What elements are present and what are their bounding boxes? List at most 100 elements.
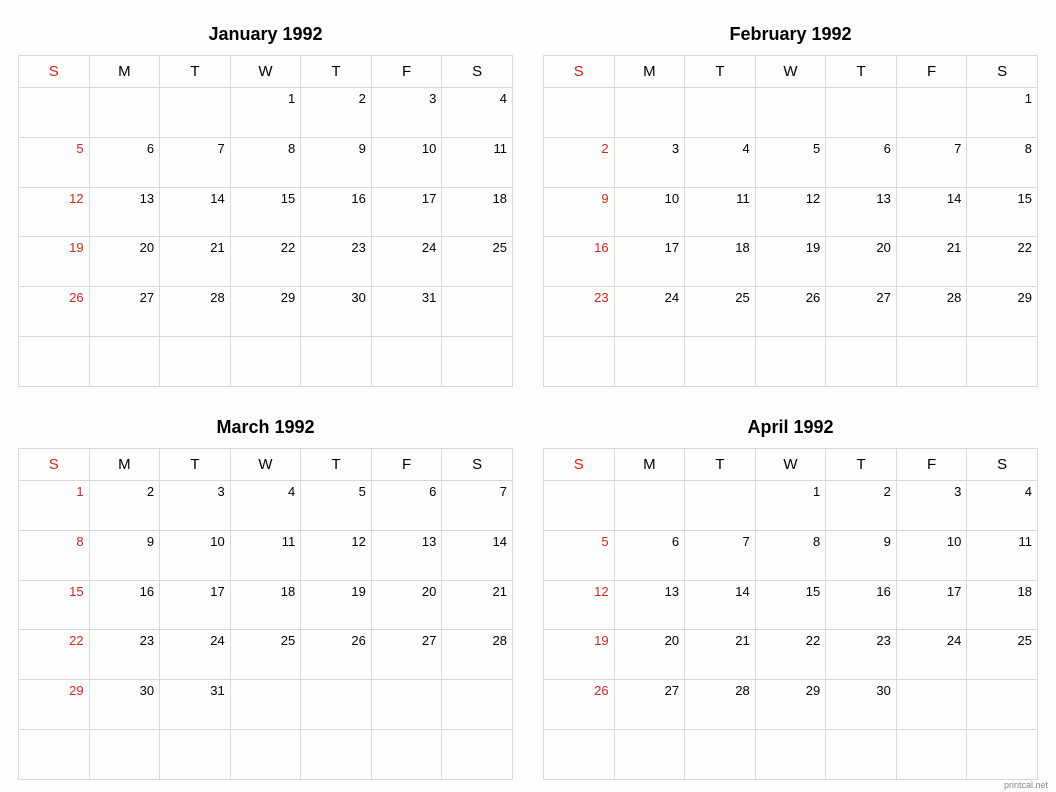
day-cell [301, 730, 372, 780]
day-cell: 13 [826, 187, 897, 237]
day-cell: 22 [230, 237, 301, 287]
day-cell: 17 [614, 237, 685, 287]
day-header: W [230, 449, 301, 481]
day-cell [896, 680, 967, 730]
day-cell [967, 730, 1038, 780]
day-cell [826, 730, 897, 780]
day-cell [614, 88, 685, 138]
day-cell: 11 [442, 137, 513, 187]
month-title: February 1992 [543, 18, 1038, 55]
day-cell: 24 [371, 237, 442, 287]
day-cell [230, 680, 301, 730]
day-cell [230, 337, 301, 387]
day-cell: 16 [301, 187, 372, 237]
month-march: March 1992 S M T W T F S 1234567 8910111… [18, 411, 513, 780]
day-cell [614, 481, 685, 531]
day-cell [19, 88, 90, 138]
day-cell: 9 [301, 137, 372, 187]
day-cell: 20 [371, 580, 442, 630]
day-cell [442, 337, 513, 387]
day-cell: 18 [442, 187, 513, 237]
day-cell: 30 [826, 680, 897, 730]
day-header: T [160, 56, 231, 88]
day-cell: 26 [19, 287, 90, 337]
day-cell: 9 [89, 530, 160, 580]
day-cell [755, 337, 826, 387]
day-cell: 26 [755, 287, 826, 337]
day-cell: 20 [826, 237, 897, 287]
day-header: S [442, 449, 513, 481]
day-cell: 11 [967, 530, 1038, 580]
day-cell [755, 730, 826, 780]
day-cell [896, 730, 967, 780]
day-cell: 1 [755, 481, 826, 531]
day-cell: 11 [230, 530, 301, 580]
day-cell: 25 [967, 630, 1038, 680]
day-cell: 19 [755, 237, 826, 287]
day-cell: 31 [371, 287, 442, 337]
day-cell: 25 [685, 287, 756, 337]
day-cell [685, 481, 756, 531]
day-cell: 24 [614, 287, 685, 337]
day-cell: 2 [544, 137, 615, 187]
day-cell: 4 [967, 481, 1038, 531]
day-cell: 18 [230, 580, 301, 630]
day-cell: 3 [160, 481, 231, 531]
day-cell: 7 [896, 137, 967, 187]
day-header: S [967, 56, 1038, 88]
day-cell [544, 337, 615, 387]
day-cell: 11 [685, 187, 756, 237]
day-cell: 2 [301, 88, 372, 138]
day-header: S [967, 449, 1038, 481]
day-header: S [442, 56, 513, 88]
day-cell: 29 [967, 287, 1038, 337]
day-cell: 26 [544, 680, 615, 730]
day-cell: 8 [967, 137, 1038, 187]
day-header: T [160, 449, 231, 481]
day-cell: 6 [826, 137, 897, 187]
day-cell: 21 [685, 630, 756, 680]
day-header: T [826, 56, 897, 88]
day-cell: 17 [896, 580, 967, 630]
day-cell: 28 [896, 287, 967, 337]
day-header: F [371, 56, 442, 88]
day-cell: 18 [967, 580, 1038, 630]
day-cell: 24 [896, 630, 967, 680]
day-cell: 29 [755, 680, 826, 730]
day-cell: 19 [301, 580, 372, 630]
day-cell [967, 680, 1038, 730]
day-cell: 27 [826, 287, 897, 337]
day-cell: 15 [755, 580, 826, 630]
day-cell [967, 337, 1038, 387]
day-cell: 27 [371, 630, 442, 680]
day-cell [89, 88, 160, 138]
day-cell [826, 88, 897, 138]
day-cell [685, 730, 756, 780]
day-cell: 5 [19, 137, 90, 187]
day-cell: 5 [755, 137, 826, 187]
day-cell: 15 [967, 187, 1038, 237]
day-cell [614, 337, 685, 387]
day-cell [544, 88, 615, 138]
day-cell: 23 [544, 287, 615, 337]
day-cell: 5 [544, 530, 615, 580]
day-header: M [89, 56, 160, 88]
day-header: M [614, 449, 685, 481]
day-cell [442, 730, 513, 780]
day-header-sunday: S [544, 449, 615, 481]
day-cell: 4 [685, 137, 756, 187]
day-cell: 3 [896, 481, 967, 531]
day-cell: 10 [371, 137, 442, 187]
day-header: W [230, 56, 301, 88]
day-cell: 19 [19, 237, 90, 287]
day-cell [160, 88, 231, 138]
day-cell: 31 [160, 680, 231, 730]
day-cell: 14 [442, 530, 513, 580]
day-cell: 21 [442, 580, 513, 630]
day-cell: 2 [89, 481, 160, 531]
day-cell: 21 [896, 237, 967, 287]
day-cell: 16 [826, 580, 897, 630]
month-table: S M T W T F S 1234 567891011 12131415161… [18, 55, 513, 387]
day-cell: 7 [160, 137, 231, 187]
day-cell: 22 [19, 630, 90, 680]
